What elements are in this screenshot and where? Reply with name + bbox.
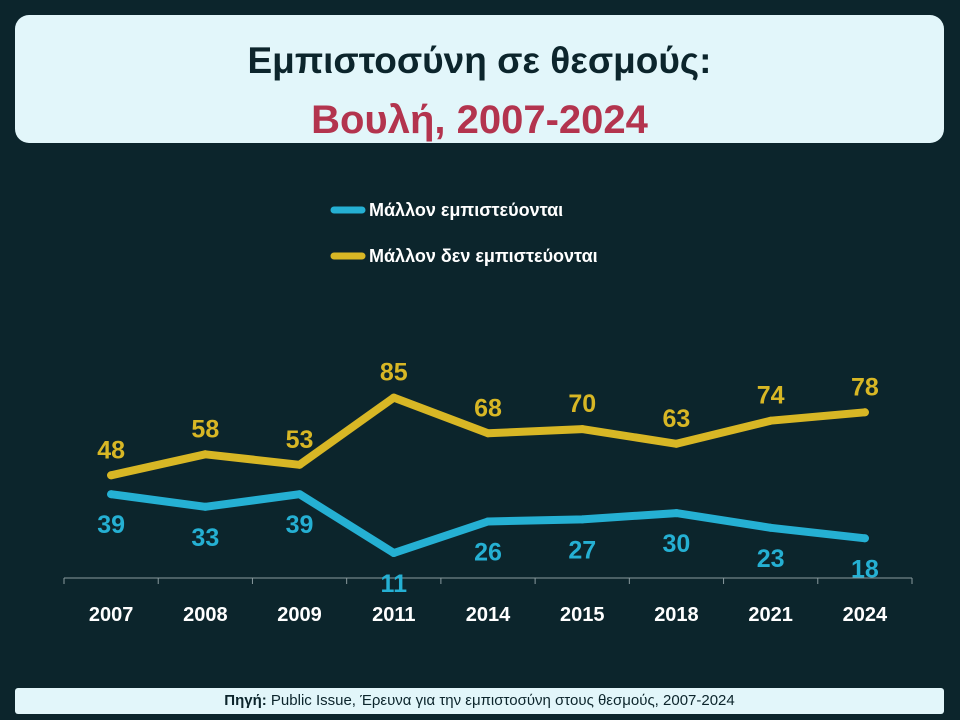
data-label-trust: 18 (851, 555, 879, 583)
data-label-trust: 33 (191, 524, 219, 552)
data-label-distrust: 68 (474, 394, 502, 422)
data-label-distrust: 70 (568, 390, 596, 418)
data-label-distrust: 85 (380, 359, 408, 387)
x-tick-label: 2014 (466, 604, 511, 626)
data-point-trust (672, 509, 681, 518)
data-point-trust (766, 523, 775, 532)
data-label-distrust: 53 (286, 426, 314, 454)
data-point-distrust (484, 429, 492, 438)
x-tick-label: 2024 (843, 604, 888, 626)
x-tick-label: 2009 (277, 604, 322, 626)
data-label-trust: 11 (381, 570, 408, 598)
data-point-trust (107, 490, 116, 499)
x-tick-label: 2015 (560, 604, 605, 626)
data-point-distrust (201, 450, 210, 459)
x-tick-label: 2007 (89, 604, 134, 626)
data-point-distrust (578, 425, 587, 434)
data-label-distrust: 74 (757, 382, 785, 410)
x-tick-label: 2008 (183, 604, 228, 626)
title-panel: Εμπιστοσύνη σε θεσμούς: Βουλή, 2007-2024 (15, 15, 944, 143)
source-label: Πηγή: (224, 692, 267, 709)
source-footer: Πηγή: Public Issue, Έρευνα για την εμπισ… (15, 688, 944, 714)
data-point-trust (484, 517, 492, 526)
data-label-distrust: 48 (97, 436, 125, 464)
data-label-trust: 26 (474, 539, 502, 567)
data-label-trust: 23 (757, 545, 785, 573)
data-point-trust (295, 490, 304, 499)
data-label-trust: 27 (568, 536, 596, 564)
data-label-distrust: 63 (663, 405, 691, 433)
legend-label-distrust: Μάλλον δεν εμπιστεύονται (369, 246, 598, 266)
data-point-trust (860, 534, 869, 543)
chart-title: Εμπιστοσύνη σε θεσμούς: (247, 40, 712, 81)
data-label-trust: 39 (97, 511, 125, 539)
legend-label-trust: Μάλλον εμπιστεύονται (369, 200, 563, 220)
data-point-trust (578, 515, 587, 524)
data-point-trust (201, 502, 210, 511)
data-label-trust: 30 (663, 530, 691, 558)
data-point-distrust (295, 460, 304, 469)
data-label-distrust: 78 (851, 373, 879, 401)
x-tick-label: 2021 (748, 604, 793, 626)
data-point-distrust (672, 439, 681, 448)
x-tick-label: 2011 (372, 604, 415, 626)
data-label-distrust: 58 (191, 415, 219, 443)
x-tick-label: 2018 (654, 604, 699, 626)
data-label-trust: 39 (286, 511, 314, 539)
data-point-trust (389, 549, 398, 557)
data-point-distrust (766, 416, 775, 425)
data-point-distrust (389, 393, 398, 402)
chart-subtitle: Βουλή, 2007-2024 (311, 98, 648, 142)
data-point-distrust (107, 471, 116, 480)
data-point-distrust (860, 408, 869, 417)
source-text: Public Issue, Έρευνα για την εμπιστοσύνη… (266, 692, 735, 709)
